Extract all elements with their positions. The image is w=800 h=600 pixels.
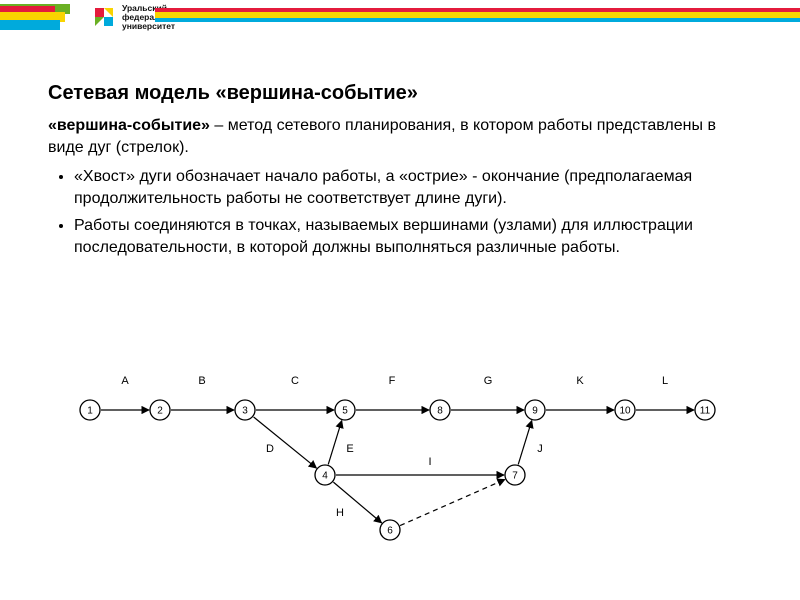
node-label: 10 (619, 406, 631, 417)
edge-label: A (121, 375, 129, 387)
edge-label: G (484, 375, 493, 387)
edge-label: H (336, 507, 344, 519)
stripe-blue (0, 20, 60, 30)
node-label: 11 (700, 406, 711, 417)
bullet-list: «Хвост» дуги обозначает начало работы, а… (48, 166, 752, 258)
list-item: «Хвост» дуги обозначает начало работы, а… (74, 166, 752, 209)
node-label: 1 (87, 406, 93, 417)
edge-label: I (428, 456, 431, 468)
edge-label: J (537, 443, 543, 455)
network-diagram: A B C F G K L D E I J H 1 2 3 5 8 9 10 11 4 7 6 (70, 370, 730, 570)
node-label: 3 (242, 406, 248, 417)
node-label: 7 (512, 471, 518, 482)
page-title: Сетевая модель «вершина-событие» (48, 82, 752, 105)
content-region: Сетевая модель «вершина-событие» «вершин… (0, 38, 800, 259)
node-label: 4 (322, 471, 328, 482)
edge-label: E (346, 443, 353, 455)
diagram-edge (518, 421, 532, 465)
list-item: Работы соединяются в точках, называемых … (74, 215, 752, 258)
node-label: 8 (437, 406, 443, 417)
logo-mark-icon (92, 5, 116, 29)
header-stripe: Уральский федеральный университет (0, 0, 800, 38)
edge-label: K (576, 375, 584, 387)
brand-line3: университет (122, 21, 175, 31)
edge-label: D (266, 443, 274, 455)
node-label: 2 (157, 406, 163, 417)
lead-paragraph: «вершина-событие» – метод сетевого плани… (48, 115, 752, 158)
edge-label: F (389, 375, 396, 387)
node-label: 5 (342, 406, 348, 417)
node-label: 6 (387, 526, 393, 537)
bar-blue (155, 18, 800, 22)
edge-label: B (198, 375, 205, 387)
node-label: 9 (532, 406, 538, 417)
diagram-edge (254, 417, 317, 468)
edge-label: L (662, 375, 668, 387)
lead-bold: «вершина-событие» (48, 117, 210, 134)
diagram-edge (400, 479, 505, 525)
diagram-edge (328, 421, 342, 465)
edge-label: C (291, 375, 299, 387)
diagram-svg: A B C F G K L D E I J H 1 2 3 5 8 9 10 11 4 7 6 (70, 370, 730, 570)
